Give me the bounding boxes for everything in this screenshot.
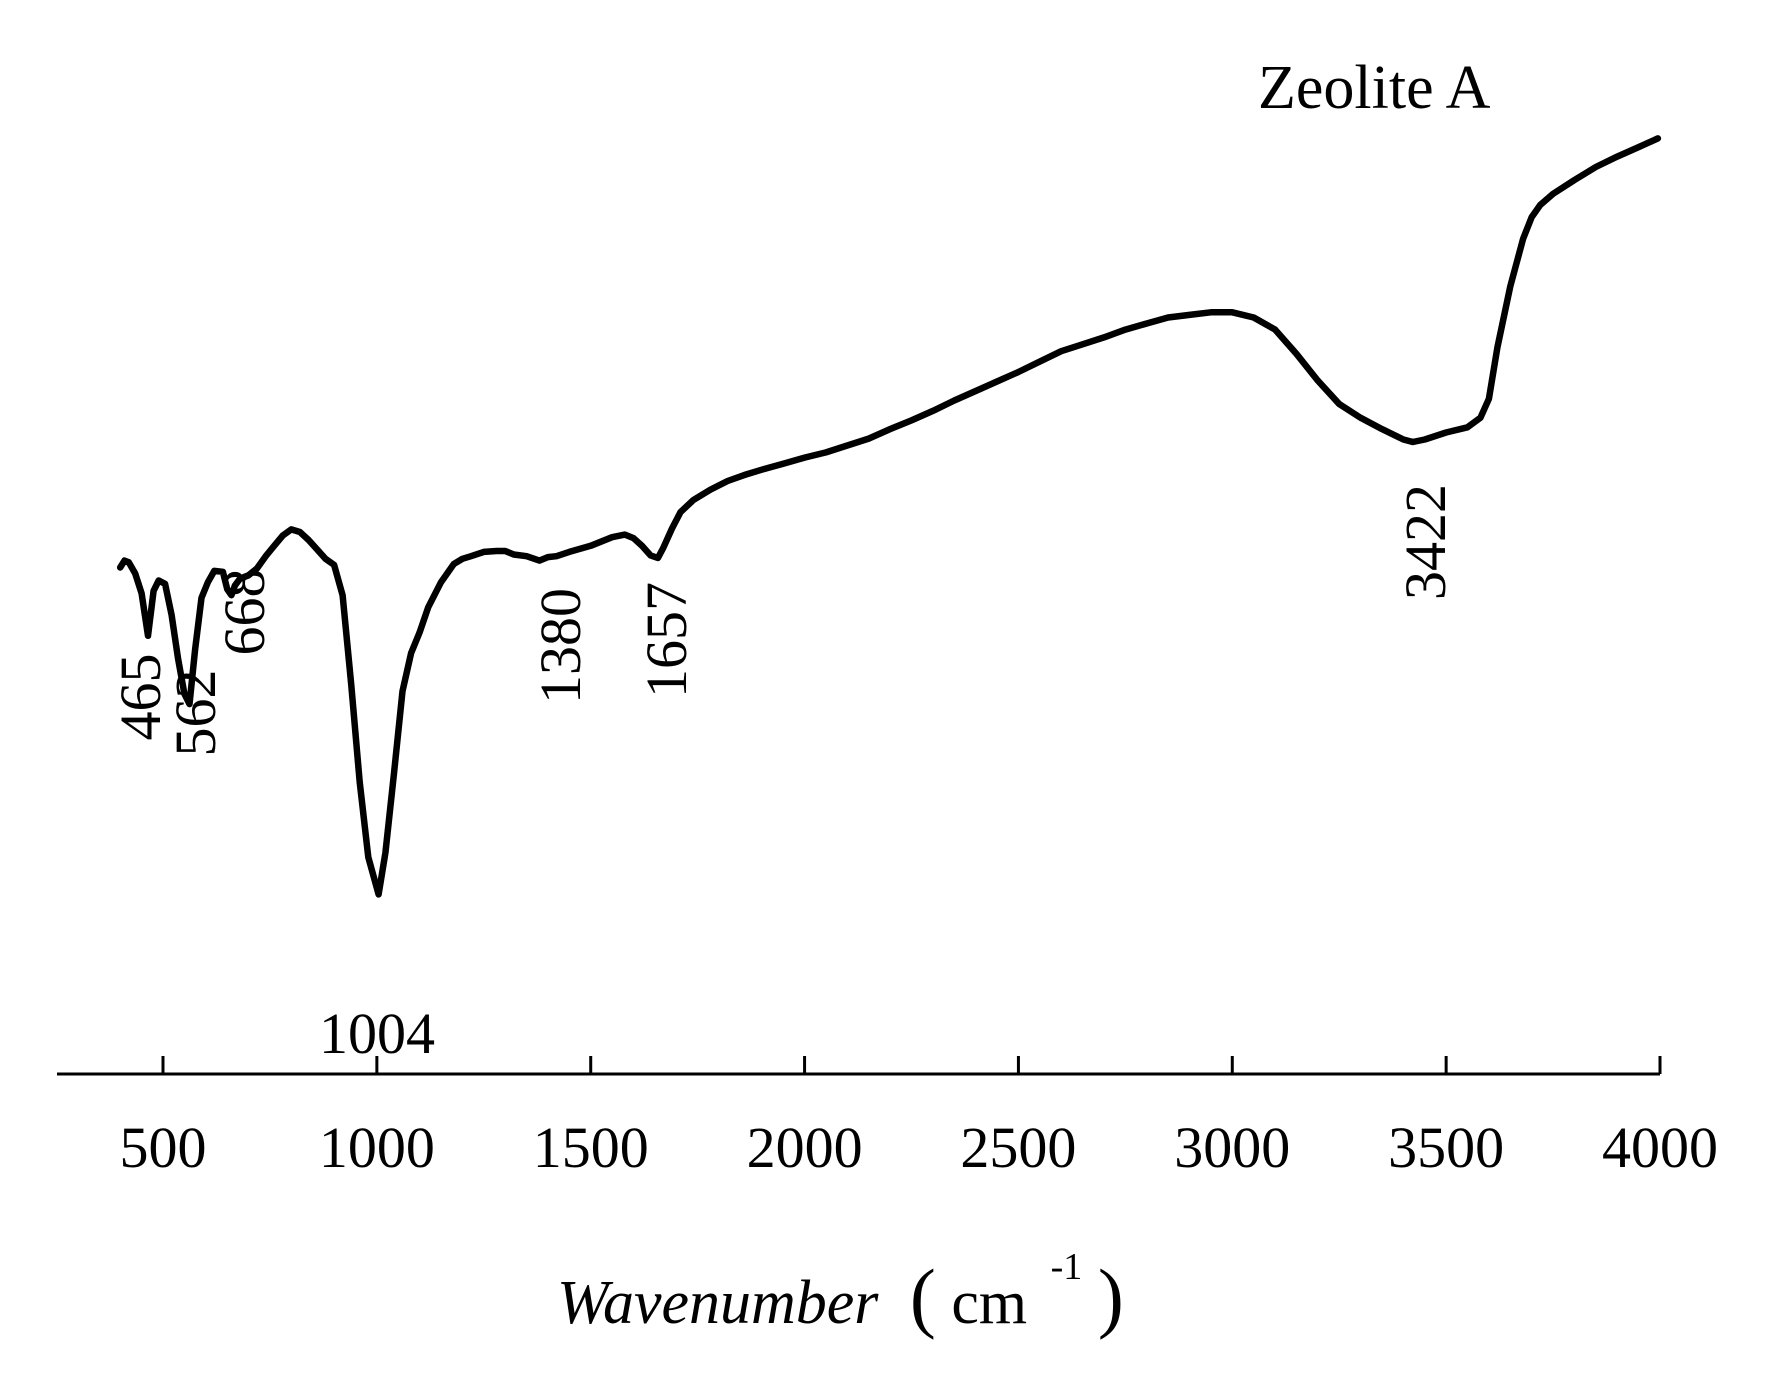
x-axis-title-unit: cm [951, 1269, 1027, 1337]
x-tick-label: 3000 [1174, 1115, 1290, 1180]
peak-label-1004: 1004 [319, 1001, 435, 1066]
x-axis-title: Wavenumber ( cm -1 ) [557, 1225, 1124, 1340]
x-tick-label: 2000 [747, 1115, 863, 1180]
peak-label-1657: 1657 [634, 582, 699, 698]
x-axis-ticks [161, 1056, 1662, 1074]
x-tick-label: 1000 [319, 1115, 435, 1180]
x-axis-title-quantity: Wavenumber [557, 1269, 879, 1337]
peak-label-562: 562 [163, 670, 228, 757]
x-tick-label: 500 [120, 1115, 207, 1180]
x-tick-label: 3500 [1388, 1115, 1504, 1180]
peak-label-3422: 3422 [1393, 484, 1458, 600]
x-axis-title-open-paren: ( [910, 1253, 936, 1340]
spectrum-line-zeolite-a [116, 135, 1662, 898]
peak-label-465: 465 [108, 654, 173, 741]
series-title: Zeolite A [1258, 54, 1491, 122]
x-axis-title-close-paren: ) [1098, 1253, 1124, 1340]
x-axis-title-superscript: -1 [1051, 1246, 1083, 1288]
x-axis: 500 1000 1500 2000 2500 3000 3500 4000 [57, 1056, 1718, 1180]
x-axis-tick-labels: 500 1000 1500 2000 2500 3000 3500 4000 [120, 1115, 1719, 1180]
x-tick-label: 2500 [960, 1115, 1076, 1180]
peak-label-668: 668 [212, 569, 277, 656]
plot-area [116, 135, 1662, 898]
x-tick-label: 1500 [533, 1115, 649, 1180]
x-tick-label: 4000 [1602, 1115, 1718, 1180]
peak-label-1380: 1380 [528, 588, 593, 704]
